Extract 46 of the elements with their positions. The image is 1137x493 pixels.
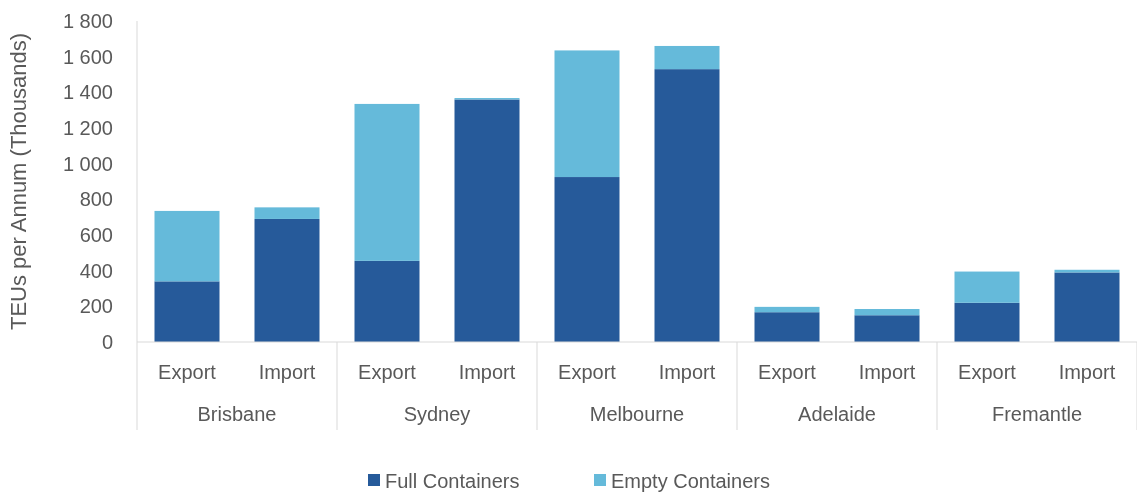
text: Brisbane — [197, 403, 277, 425]
legend-label: Full Containers — [385, 470, 520, 492]
bar — [254, 218, 320, 342]
bar — [854, 315, 920, 342]
bar — [854, 309, 920, 316]
x-tick-label: Export — [358, 361, 417, 383]
bar — [1054, 272, 1120, 342]
x-tick-label: Import — [658, 361, 716, 383]
bar — [554, 177, 620, 342]
x-tick-label: Export — [758, 361, 817, 383]
legend-label: Empty Containers — [611, 470, 770, 492]
y-tick-label: 1 800 — [62, 10, 113, 32]
bar — [554, 50, 620, 178]
y-tick-label: 600 — [79, 224, 113, 246]
bar — [954, 302, 1020, 342]
y-tick-label: 1 200 — [62, 117, 113, 139]
bar — [154, 281, 220, 342]
y-tick-label: 1 600 — [62, 45, 113, 68]
text: Sydney — [403, 403, 471, 425]
x-tick-label: Import — [258, 361, 316, 383]
x-tick-label: Import — [1058, 361, 1116, 383]
y-tick-label: 800 — [79, 188, 113, 211]
text: Adelaide — [798, 403, 876, 425]
bar — [454, 99, 520, 342]
bar — [654, 69, 720, 342]
x-tick-label: Import — [458, 361, 516, 383]
bar — [754, 312, 820, 342]
y-tick-label: 0 — [101, 331, 113, 353]
x-tick-label: Import — [858, 361, 916, 383]
x-tick-label: Export — [958, 361, 1017, 383]
text: Fremantle — [991, 403, 1083, 425]
bar — [654, 45, 720, 70]
x-tick-label: Export — [158, 361, 217, 383]
bar — [154, 210, 220, 282]
y-axis-title: TEUs per Annum (Thousands) — [6, 32, 31, 331]
bar — [354, 260, 420, 342]
bar — [254, 207, 320, 219]
y-tick-label: 1 400 — [62, 81, 113, 104]
x-tick-label: Export — [558, 361, 617, 383]
y-tick-label: 400 — [79, 259, 113, 282]
y-tick-label: 200 — [79, 295, 113, 318]
bar — [354, 103, 420, 261]
text: Melbourne — [589, 403, 685, 425]
bar — [954, 271, 1020, 303]
y-tick-label: 1 000 — [62, 152, 113, 175]
bar — [754, 306, 820, 313]
